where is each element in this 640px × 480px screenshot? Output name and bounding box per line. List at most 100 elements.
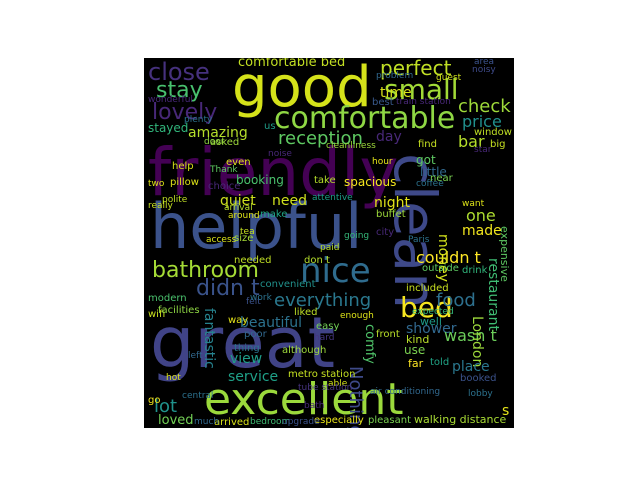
word: comfortable: [274, 101, 456, 136]
word: us: [264, 121, 276, 132]
word: bar: [458, 132, 485, 151]
word: tube station: [298, 383, 353, 393]
word: tea: [240, 227, 255, 237]
word: service: [228, 369, 279, 385]
word: central: [182, 391, 214, 401]
word: day: [376, 129, 402, 145]
word: use: [404, 343, 426, 357]
word: hot: [166, 373, 181, 383]
word: one: [466, 206, 496, 225]
word: easy: [316, 321, 340, 332]
word: left: [188, 351, 203, 361]
word: Paris: [408, 235, 430, 245]
word: arrival: [224, 203, 253, 213]
word: helpful: [150, 190, 363, 263]
word: air conditioning: [370, 387, 441, 397]
word: around: [228, 211, 260, 221]
word: comfortable bed: [238, 58, 346, 70]
word: pleasant: [368, 415, 412, 426]
word: comfy: [362, 324, 377, 364]
word: thing: [234, 343, 260, 354]
word: check: [458, 96, 511, 117]
word: didn t: [196, 276, 260, 301]
word: told: [430, 357, 450, 368]
word: good: [232, 58, 372, 120]
word: although: [282, 345, 327, 356]
word: big: [490, 139, 506, 150]
word: everything: [274, 290, 372, 311]
word: bath: [304, 401, 325, 411]
word: quiet: [220, 193, 256, 209]
word: lovely: [152, 100, 218, 125]
word: kind: [406, 333, 430, 346]
word: train station: [396, 97, 451, 107]
word: area: [474, 58, 495, 67]
word: facilities: [158, 305, 200, 316]
word: arrived: [214, 417, 250, 428]
word: time: [380, 85, 412, 101]
word: spacious: [344, 175, 397, 189]
word: enough: [340, 311, 374, 321]
word: expected: [412, 307, 454, 317]
word: included: [406, 283, 449, 294]
word: food: [436, 290, 476, 311]
word: lot: [154, 396, 178, 417]
word: best: [372, 97, 394, 108]
word: perfect: [380, 58, 452, 80]
word: beautiful: [240, 315, 303, 331]
word: lobby: [468, 389, 493, 399]
word: small: [384, 73, 459, 106]
word: booking: [236, 173, 284, 187]
word: much: [194, 417, 220, 427]
word: problem: [376, 71, 414, 81]
word: walking distance: [414, 413, 507, 426]
word: modern: [148, 293, 187, 304]
word: place: [452, 359, 490, 375]
word: make: [260, 209, 288, 220]
word: access: [206, 235, 237, 245]
word-cloud: good friendly helpful great clean excell…: [144, 58, 514, 428]
word: go: [148, 395, 161, 406]
word: even: [226, 157, 251, 168]
word: don t: [304, 255, 330, 266]
word: take: [314, 175, 336, 186]
word: attentive: [312, 193, 353, 203]
word: noisy: [472, 65, 496, 75]
word: buffet: [376, 209, 406, 220]
word: work: [250, 293, 272, 303]
word: hard: [314, 333, 335, 343]
word: price: [462, 112, 502, 131]
word: felt: [246, 297, 261, 307]
word: convenient: [260, 279, 316, 290]
word: poor: [244, 329, 267, 340]
word: cleanliness: [326, 141, 376, 151]
word: paid: [320, 243, 340, 253]
word: loved: [158, 413, 194, 428]
word: excellent: [204, 374, 404, 425]
word: little: [420, 165, 447, 179]
word: near: [430, 173, 453, 184]
word: hour: [372, 157, 393, 167]
word: noise: [268, 149, 292, 159]
word: drink: [462, 265, 488, 276]
word: city: [376, 227, 395, 238]
word: couldn t: [416, 248, 481, 267]
word: way: [228, 315, 249, 326]
word: polite: [162, 195, 188, 205]
word: stay: [156, 78, 203, 103]
word: needed: [234, 255, 272, 266]
word: friendly: [148, 134, 399, 211]
word: liked: [294, 307, 318, 318]
word: Thank: [210, 165, 238, 175]
word: money: [435, 234, 451, 282]
word: booked: [460, 373, 497, 384]
word: size: [234, 233, 254, 244]
word: got: [416, 153, 436, 167]
word: able: [328, 379, 348, 389]
word: fantastic: [201, 308, 217, 369]
word: find: [418, 139, 437, 150]
word: really: [148, 201, 173, 211]
word: expensive: [498, 226, 511, 282]
word: view: [230, 351, 263, 367]
word: far: [408, 357, 424, 370]
